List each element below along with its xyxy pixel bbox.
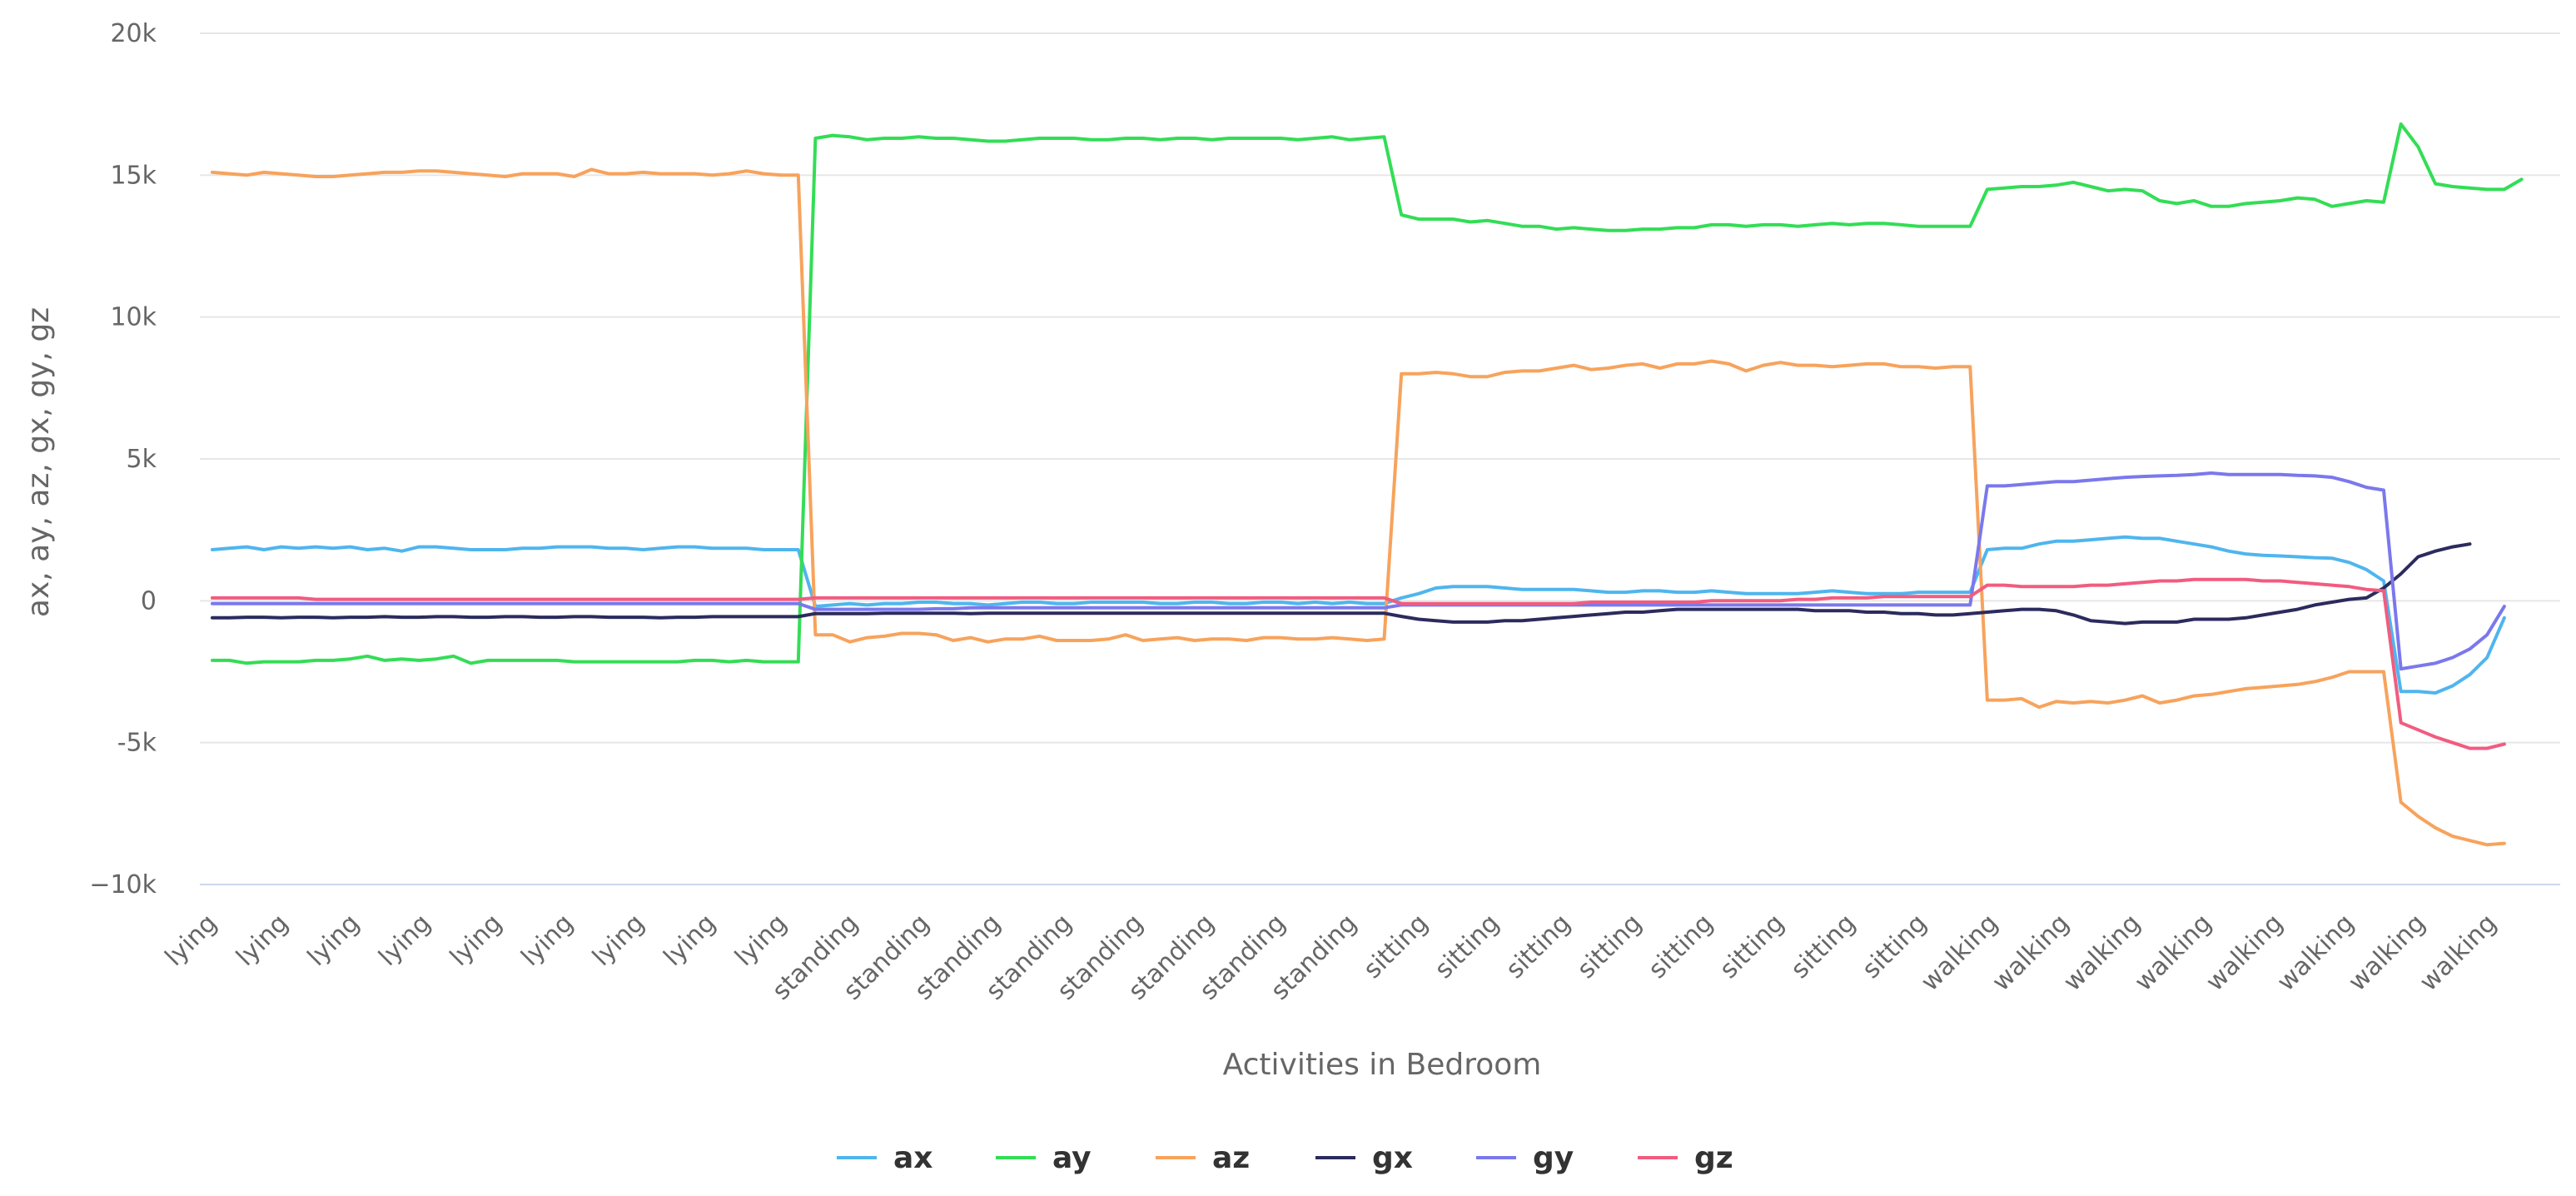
legend-label: gy (1533, 1141, 1574, 1175)
series-line-gz[interactable] (211, 577, 2506, 750)
x-tick-label: sitting (1358, 909, 1434, 984)
legend-item-ay[interactable]: ay (996, 1141, 1092, 1175)
x-tick-label: sitting (1785, 909, 1861, 984)
y-tick-label: −10k (89, 870, 157, 899)
x-axis-ticks: lying lying lying lying lying lying lying lying… (160, 909, 2503, 1006)
y-tick-label: 0 (141, 586, 157, 615)
legend-label: gx (1372, 1141, 1413, 1175)
legend-item-gz[interactable]: gz (1638, 1141, 1733, 1175)
series-line-gx[interactable] (211, 542, 2472, 625)
x-tick-label: sitting (1430, 909, 1505, 984)
x-tick-label: lying (729, 909, 793, 972)
legend-label: az (1212, 1141, 1250, 1175)
x-tick-label: lying (160, 909, 223, 972)
legend-label: ax (893, 1141, 933, 1175)
x-tick-label: walking (2271, 909, 2360, 997)
x-tick-label: walking (2343, 909, 2431, 997)
x-tick-label: lying (659, 909, 722, 972)
x-tick-label: walking (2058, 909, 2146, 997)
x-axis-title: Activities in Bedroom (1223, 1048, 1542, 1082)
x-tick-label: walking (1987, 909, 2075, 997)
y-axis-ticks: −10k -5k 0 5k 10k 15k 20k (89, 19, 157, 899)
x-tick-label: walking (2414, 909, 2503, 997)
y-tick-label: 10k (110, 303, 157, 332)
series-line-ax[interactable] (211, 535, 2506, 695)
x-tick-label: walking (2201, 909, 2289, 997)
legend-label: gz (1694, 1141, 1733, 1175)
x-tick-label: walking (2129, 909, 2217, 997)
x-tick-label: sitting (1572, 909, 1648, 984)
x-tick-label: sitting (1500, 909, 1576, 984)
x-tick-label: sitting (1643, 909, 1718, 984)
legend-item-gx[interactable]: gx (1315, 1141, 1413, 1175)
y-tick-label: 5k (127, 445, 157, 474)
y-tick-label: -5k (117, 729, 157, 758)
x-tick-label: lying (373, 909, 436, 972)
legend-item-gy[interactable]: gy (1476, 1141, 1574, 1175)
x-tick-label: lying (445, 909, 508, 972)
x-tick-label: sitting (1714, 909, 1790, 984)
legend-label: ay (1052, 1141, 1092, 1175)
series-line-gy[interactable] (211, 471, 2506, 671)
grid-lines (200, 32, 2560, 885)
series-line-ay[interactable] (211, 122, 2524, 665)
x-tick-label: lying (587, 909, 650, 972)
series-line-az[interactable] (211, 167, 2506, 847)
legend-item-az[interactable]: az (1156, 1141, 1250, 1175)
legend[interactable]: ax ay az gx gy gz (837, 1141, 1733, 1175)
x-tick-label: walking (1916, 909, 2004, 997)
x-tick-label: lying (302, 909, 366, 972)
legend-item-ax[interactable]: ax (837, 1141, 933, 1175)
series-lines (211, 122, 2524, 847)
y-tick-label: 20k (110, 19, 157, 48)
x-tick-label: lying (515, 909, 579, 972)
y-tick-label: 15k (110, 161, 157, 190)
x-tick-label: lying (231, 909, 294, 972)
y-axis-title: ax, ay, az, gx, gy, gz (22, 307, 56, 617)
